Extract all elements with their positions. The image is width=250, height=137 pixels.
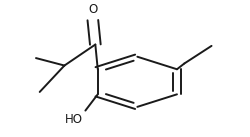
Text: HO: HO	[65, 113, 83, 126]
Text: O: O	[88, 3, 98, 16]
